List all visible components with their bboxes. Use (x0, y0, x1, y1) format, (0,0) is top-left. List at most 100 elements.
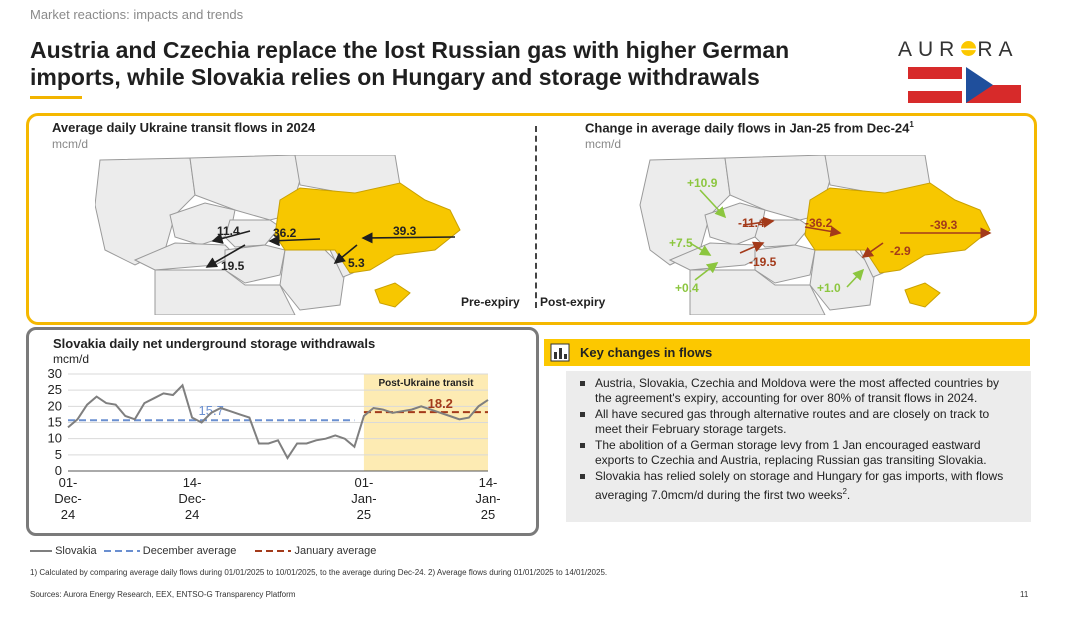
flow-arrow-austria (205, 244, 246, 268)
legend-january-average: January average (294, 545, 377, 557)
right-map-unit: mcm/d (585, 137, 621, 151)
storage-line-chart: Post-Ukraine transit05101520253001-Dec-2… (48, 366, 501, 522)
negative-flow-arrow-czechia (742, 216, 775, 228)
negative-flow-arrow-moldova (861, 242, 884, 258)
x-tick-label: Dec- (178, 491, 205, 506)
slovakia-series-line (67, 383, 489, 461)
flow-arrow-slovakia (268, 235, 321, 247)
chart-legend: Slovakia December average January averag… (30, 545, 376, 557)
key-changes-title: Key changes in flows (580, 345, 713, 360)
logo-text-left: AUR (898, 38, 961, 61)
key-change-bullet: The abolition of a German storage levy f… (578, 438, 1018, 468)
x-tick-label: Jan- (475, 491, 500, 506)
post-transit-label: Post-Ukraine transit (378, 378, 474, 389)
flow-label-austria-change: -19.5 (749, 255, 777, 269)
flow-label-romania-moldova: +1.0 (817, 281, 841, 295)
positive-flow-arrow-germany-austria (689, 242, 712, 256)
storage-chart-panel (26, 327, 539, 536)
key-change-bullet-end: . (846, 488, 851, 502)
y-tick-label: 30 (48, 366, 62, 381)
x-tick-label: 25 (357, 507, 371, 522)
ukraine-shape (274, 182, 461, 274)
y-tick-label: 0 (55, 463, 62, 478)
crimea-shape (904, 282, 941, 308)
balkans-shape (154, 269, 296, 315)
flow-arrow-moldova (333, 244, 358, 265)
flow-label-moldova: 5.3 (348, 256, 365, 270)
key-change-bullet: All have secured gas through alternative… (578, 407, 1018, 437)
footnote-marker: 2 (842, 487, 847, 496)
sun-icon (960, 39, 977, 56)
y-tick-label: 5 (55, 447, 62, 462)
key-change-bullet: Austria, Slovakia, Czechia and Moldova w… (578, 376, 1018, 406)
negative-flow-arrow-slovakia (804, 225, 842, 237)
page-title: Austria and Czechia replace the lost Rus… (30, 37, 850, 91)
post-expiry-caption: Post-expiry (540, 295, 606, 309)
y-tick-label: 20 (48, 398, 62, 413)
aurora-logo: AUR RA (898, 38, 1019, 62)
positive-flow-arrow-romania-moldova (846, 268, 865, 288)
y-tick-label: 10 (48, 431, 62, 446)
pre-post-divider (535, 126, 537, 308)
legend-december-average: December average (142, 545, 237, 557)
x-tick-label: 01- (59, 475, 78, 490)
page-number: 11 (1020, 590, 1029, 599)
footnote: 1) Calculated by comparing average daily… (30, 568, 608, 577)
czechia-flag-icon (966, 67, 1021, 103)
crimea-shape (374, 282, 411, 308)
flow-label-moldova-change: -2.9 (890, 244, 911, 258)
left-map-unit: mcm/d (52, 137, 88, 151)
pre-expiry-caption: Pre-expiry (461, 295, 520, 309)
x-tick-label: 24 (61, 507, 75, 522)
sources: Sources: Aurora Energy Research, EEX, EN… (30, 590, 296, 599)
key-changes-header (544, 339, 1030, 366)
x-tick-label: Jan- (351, 491, 376, 506)
right-map-title: Change in average daily flows in Jan-25 … (585, 120, 914, 135)
y-tick-label: 25 (48, 382, 62, 397)
left-map-title: Average daily Ukraine transit flows in 2… (52, 120, 316, 135)
page-title-line-2: imports, while Slovakia relies on Hungar… (30, 64, 760, 90)
left-flow-map: 11.4 36.2 39.3 19.5 5.3 (95, 155, 461, 315)
x-tick-label: 25 (481, 507, 495, 522)
austria-flag-icon (908, 67, 962, 103)
right-flow-map: +10.9 +7.5 +0.4 +1.0 -11.4 -36.2 -39.3 -… (639, 155, 992, 315)
x-tick-label: 24 (185, 507, 199, 522)
flow-label-austria: 19.5 (221, 259, 245, 273)
jan-avg-legend-swatch (255, 550, 292, 553)
storage-chart-title: Slovakia daily net underground storage w… (53, 336, 376, 351)
key-change-bullet: Slovakia has relied solely on storage an… (578, 469, 1018, 503)
x-tick-label: 14- (479, 475, 498, 490)
y-tick-label: 15 (48, 415, 62, 430)
x-tick-label: 14- (183, 475, 202, 490)
january-average-label: 18.2 (428, 396, 453, 411)
balkans-shape (689, 269, 826, 315)
bar-chart-icon (550, 343, 570, 362)
flow-arrow-ukraine-in (361, 232, 456, 244)
negative-flow-arrow-austria (739, 241, 765, 254)
flow-label-slovakia-change: -36.2 (805, 216, 833, 230)
page-title-line-1: Austria and Czechia replace the lost Rus… (30, 37, 790, 63)
slovakia-legend-swatch (30, 550, 52, 553)
storage-chart-unit: mcm/d (53, 352, 89, 366)
flow-label-germany-austria: +7.5 (669, 236, 693, 250)
flow-label-czechia-change: -11.4 (738, 216, 765, 230)
flow-label-czechia: 11.4 (217, 224, 240, 238)
legend-slovakia: Slovakia (55, 545, 97, 557)
right-map-title-text: Change in average daily flows in Jan-25 … (585, 120, 910, 136)
x-tick-label: 01- (355, 475, 374, 490)
flow-label-ukraine: 39.3 (393, 224, 417, 238)
flow-label-ukraine-change: -39.3 (930, 218, 958, 232)
december-average-label: 15.7 (199, 403, 224, 418)
flow-label-slovakia: 36.2 (273, 226, 297, 240)
key-changes-list: Austria, Slovakia, Czechia and Moldova w… (578, 376, 1018, 504)
x-tick-label: Dec- (54, 491, 81, 506)
positive-flow-arrow-austria-slovakia (694, 262, 719, 281)
flow-label-austria-slovakia: +0.4 (675, 281, 699, 295)
ukraine-shape (804, 182, 991, 274)
section-kicker: Market reactions: impacts and trends (30, 7, 244, 22)
maps-panel (26, 113, 1037, 325)
flow-label-germany-czechia: +10.9 (687, 176, 718, 190)
key-change-bullet-text: Slovakia has relied solely on storage an… (595, 469, 1004, 502)
positive-flow-arrow-germany-czechia (699, 189, 727, 219)
dec-avg-legend-swatch (103, 550, 140, 553)
